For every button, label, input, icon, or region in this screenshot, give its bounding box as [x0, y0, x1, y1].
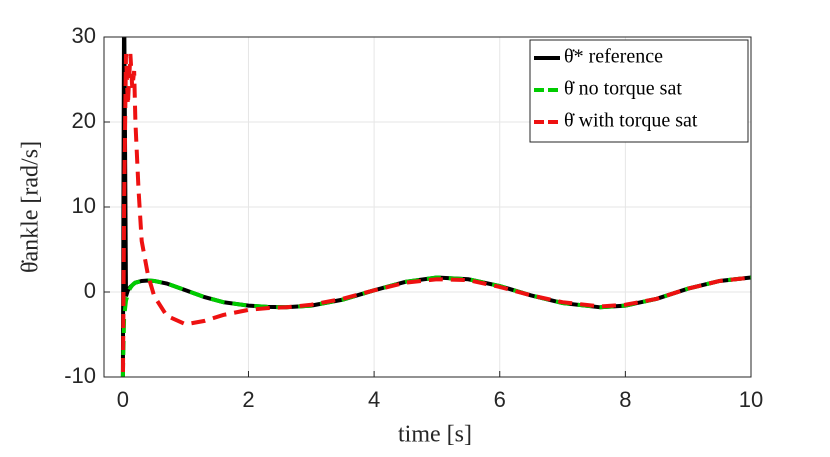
- y-tick-label: 30: [72, 23, 96, 48]
- x-tick-label: 6: [494, 387, 506, 412]
- x-axis-label: time [s]: [398, 422, 472, 448]
- x-tick-label: 8: [619, 387, 631, 412]
- legend-box: [529, 39, 749, 143]
- x-tick-label: 2: [242, 387, 254, 412]
- y-tick-label: 0: [84, 278, 96, 303]
- y-tick-label: -10: [64, 363, 96, 388]
- data-line: [120, 275, 751, 377]
- x-tick-label: 0: [117, 387, 129, 412]
- y-tick-label: 10: [72, 193, 96, 218]
- legend-label: θ̇* reference: [564, 46, 663, 68]
- x-tick-label: 4: [368, 387, 380, 412]
- y-tick-label: 20: [72, 108, 96, 133]
- axes-box: [103, 36, 752, 378]
- legend-label: θ̇ with torque sat: [564, 110, 698, 132]
- y-axis-label: θ̇ankle [rad/s]: [18, 141, 44, 273]
- legend-label: θ̇ no torque sat: [564, 78, 682, 100]
- x-tick-label: 10: [739, 387, 763, 412]
- plot-lines: [120, 37, 751, 377]
- data-line: [120, 53, 751, 377]
